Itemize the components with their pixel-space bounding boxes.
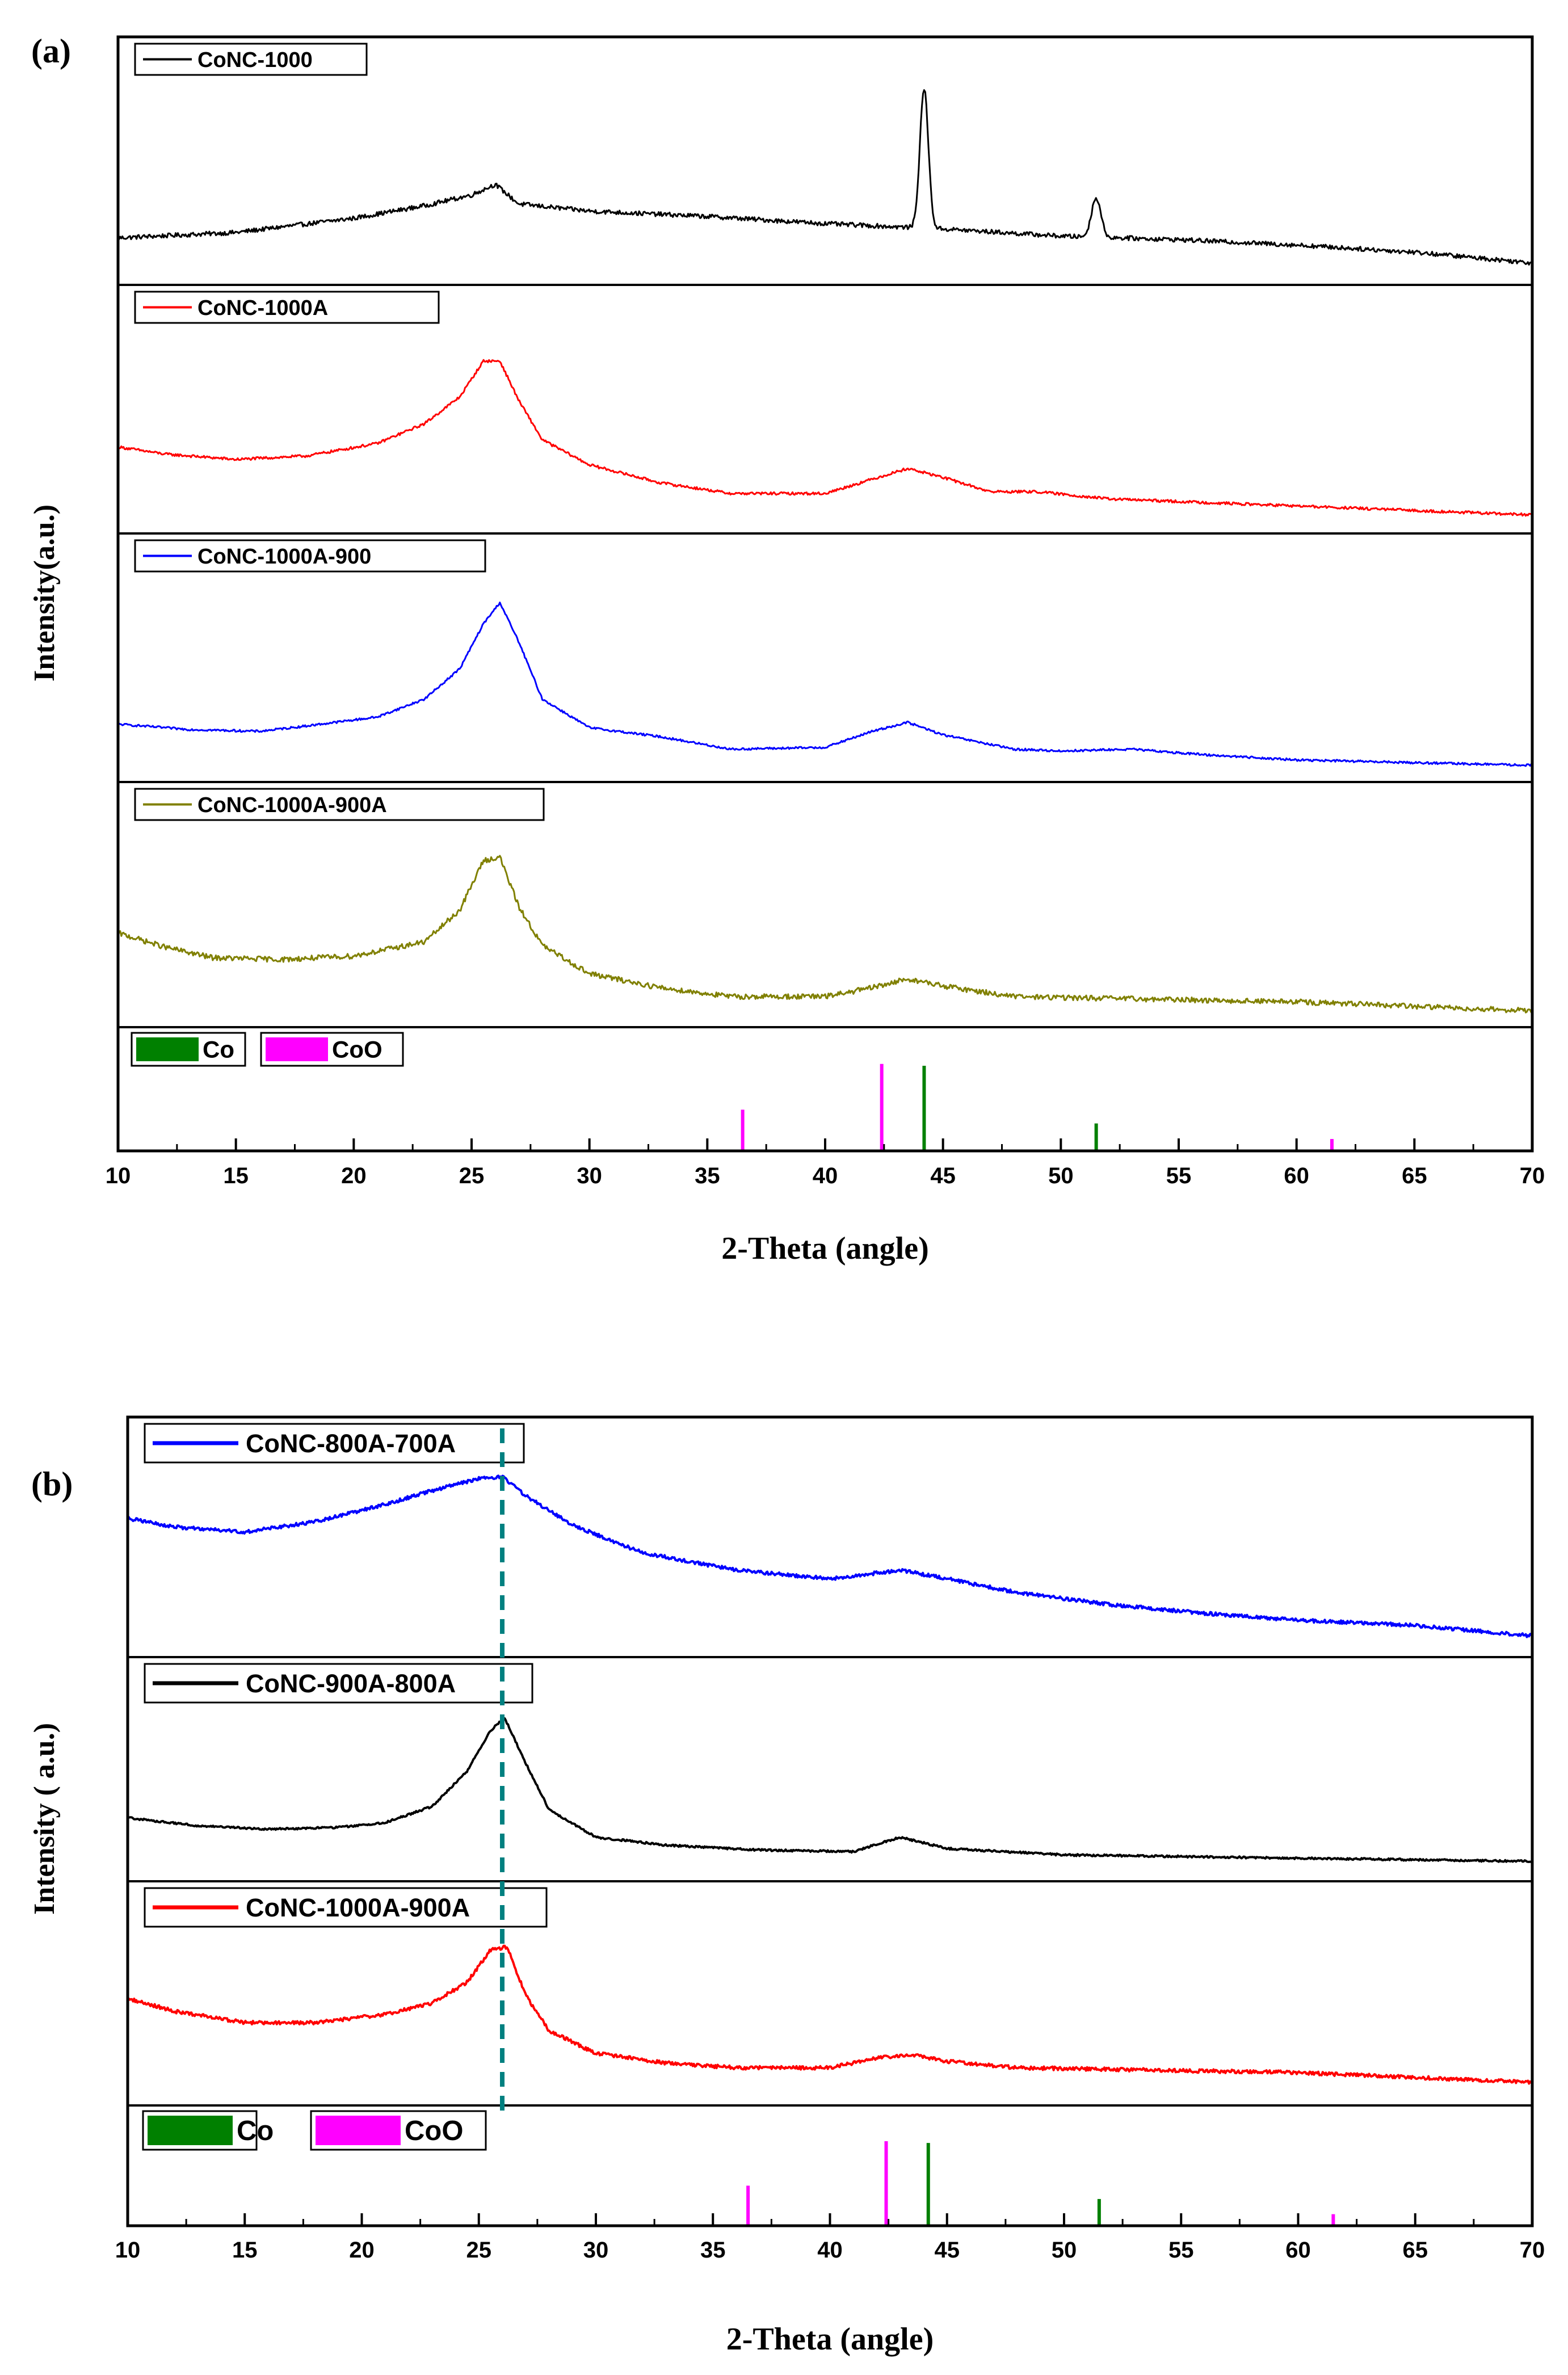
x-tick-label: 65 xyxy=(1402,1163,1427,1188)
legend-box xyxy=(144,1887,548,1928)
panel-label: (b) xyxy=(31,1465,73,1503)
x-tick-label: 60 xyxy=(1284,1163,1309,1188)
trace-conc-1000a-900 xyxy=(117,602,1533,767)
x-tick-label: 15 xyxy=(223,1163,249,1188)
x-tick-label: 70 xyxy=(1520,1163,1545,1188)
trace-conc-1000a xyxy=(117,359,1533,517)
x-tick-label: 30 xyxy=(577,1163,602,1188)
x-tick-label: 30 xyxy=(583,2238,609,2263)
trace-conc-900a-800a xyxy=(127,1717,1533,1863)
reference-legend-label: CoO xyxy=(332,1036,382,1062)
legend-label: CoNC-1000A-900 xyxy=(197,545,371,569)
legend-conc-1000a-900a: CoNC-1000A-900A xyxy=(134,788,545,821)
legend-label: CoNC-900A-800A xyxy=(246,1669,456,1698)
legend-conc-1000: CoNC-1000 xyxy=(134,43,368,76)
trace-conc-800a-700a xyxy=(127,1474,1533,1638)
reference-legend-swatch xyxy=(316,2116,401,2145)
x-tick-label: 65 xyxy=(1403,2238,1428,2263)
reference-legend-label: Co xyxy=(203,1036,234,1062)
reference-legend-coo: CoO xyxy=(310,2110,487,2151)
x-tick-label: 40 xyxy=(813,1163,838,1188)
legend-box xyxy=(134,539,486,573)
y-axis-label: Intensity ( a.u.) xyxy=(28,1723,61,1915)
y-axis-label: Intensity(a.u.) xyxy=(28,505,61,682)
x-tick-label: 25 xyxy=(459,1163,485,1188)
reference-legend-coo: CoO xyxy=(260,1032,404,1067)
legend-label: CoNC-1000A-900A xyxy=(246,1893,470,1922)
x-tick-label: 60 xyxy=(1285,2238,1311,2263)
panel-label: (a) xyxy=(31,32,71,70)
trace-conc-1000 xyxy=(117,89,1533,266)
x-axis-label: 2-Theta (angle) xyxy=(721,1231,929,1266)
legend-box xyxy=(134,43,368,76)
legend-conc-1000a-900: CoNC-1000A-900 xyxy=(134,539,486,573)
x-tick-label: 70 xyxy=(1520,2238,1545,2263)
legend-label: CoNC-1000 xyxy=(197,48,313,72)
legend-conc-1000a: CoNC-1000A xyxy=(134,291,440,324)
x-tick-label: 35 xyxy=(695,1163,720,1188)
x-tick-label: 10 xyxy=(115,2238,141,2263)
x-tick-label: 20 xyxy=(349,2238,375,2263)
x-tick-label: 25 xyxy=(466,2238,492,2263)
panel-b: (b) CoNC-800A-700A CoNC-900A-800A CoNC-1000… xyxy=(28,1415,1545,2357)
legend-conc-900a-800a: CoNC-900A-800A xyxy=(144,1663,533,1704)
x-tick-label: 45 xyxy=(935,2238,960,2263)
trace-conc-1000a-900a xyxy=(127,1944,1533,2085)
legend-label: CoNC-1000A xyxy=(197,296,328,320)
x-tick-label: 50 xyxy=(1052,2238,1077,2263)
reference-legend-swatch xyxy=(148,2116,233,2145)
reference-legend-label: Co xyxy=(237,2116,274,2146)
legend-label: CoNC-800A-700A xyxy=(246,1429,456,1458)
x-tick-label: 35 xyxy=(700,2238,726,2263)
trace-conc-1000a-900a xyxy=(117,855,1533,1014)
legend-conc-1000a-900a: CoNC-1000A-900A xyxy=(144,1887,548,1928)
reference-legend-co: Co xyxy=(131,1032,246,1067)
x-tick-label: 55 xyxy=(1168,2238,1194,2263)
x-tick-label: 45 xyxy=(930,1163,956,1188)
legend-box xyxy=(134,788,545,821)
x-axis-label: 2-Theta (angle) xyxy=(726,2322,934,2357)
reference-legend-co: Co xyxy=(142,2110,274,2151)
x-tick-label: 20 xyxy=(341,1163,367,1188)
reference-legend-swatch xyxy=(136,1037,199,1061)
x-tick-label: 50 xyxy=(1048,1163,1074,1188)
legend-conc-800a-700a: CoNC-800A-700A xyxy=(144,1423,525,1464)
x-tick-label: 40 xyxy=(817,2238,843,2263)
x-tick-label: 55 xyxy=(1166,1163,1192,1188)
legend-label: CoNC-1000A-900A xyxy=(197,793,387,817)
x-tick-label: 15 xyxy=(232,2238,258,2263)
reference-legend-label: CoO xyxy=(405,2116,463,2146)
x-tick-label: 10 xyxy=(106,1163,131,1188)
reference-legend-swatch xyxy=(266,1037,328,1061)
panel-a: (a) CoNC-1000 CoNC-1000A CoNC-1000A-900 CoNC… xyxy=(28,32,1545,1266)
